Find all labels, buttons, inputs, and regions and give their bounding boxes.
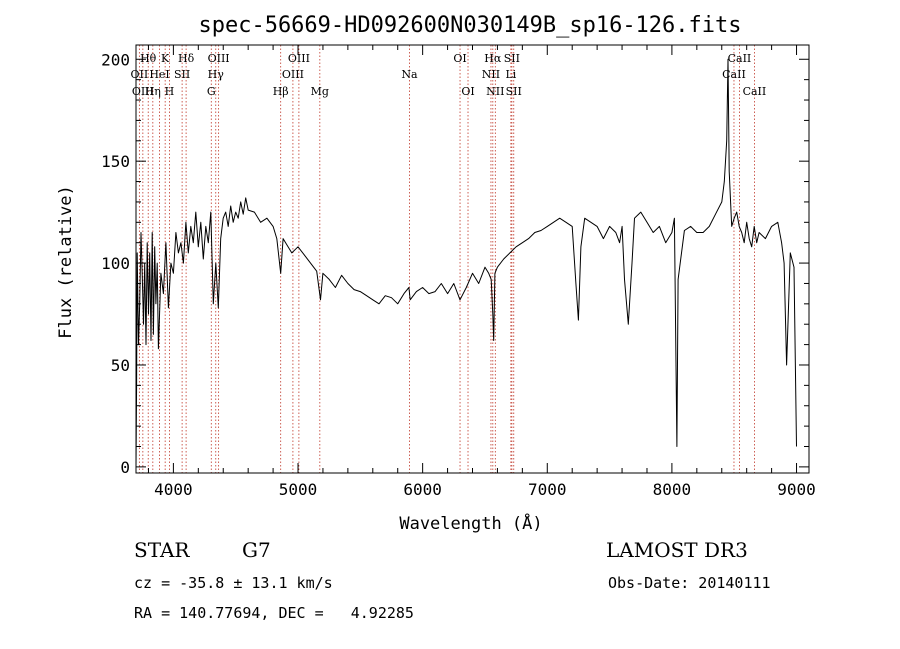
spectral-line-label: OI (461, 85, 474, 98)
spectral-line-label: CaII (743, 85, 767, 98)
spectral-line-label: Hβ (273, 85, 289, 98)
spectral-line-label: OIII (282, 68, 304, 81)
y-axis-label: Flux (relative) (56, 185, 76, 339)
spectral-line-label: SII (504, 52, 520, 65)
object-subclass: G7 (242, 538, 271, 562)
spectral-line-label: Mg (311, 85, 329, 98)
spectral-line-markers (138, 45, 755, 473)
x-tick-label: 7000 (528, 480, 567, 499)
spectral-line-label: CaII (728, 52, 752, 65)
spectral-line-label: CaII (722, 68, 746, 81)
spectral-line-labels: Hθ OII OIII K HeI Hη Hδ SII H OIII Hγ G Hβ OIII OIII Mg… (131, 52, 767, 98)
spectrum-series (135, 58, 797, 467)
x-tick-label: 8000 (653, 480, 692, 499)
y-tick-label: 150 (101, 152, 130, 171)
spectral-line-label: NII (482, 68, 500, 81)
y-tick-label: 100 (101, 254, 130, 273)
spectral-line-label: G (207, 85, 216, 98)
spectral-line-label: OIII (208, 52, 230, 65)
spectral-line-label: OI (453, 52, 466, 65)
spectrum-line (135, 58, 797, 467)
spectral-line-label: Hη (145, 85, 161, 98)
spectral-line-label: Li (505, 68, 516, 81)
redshift-readout: cz = -35.8 ± 13.1 km/s (134, 574, 333, 592)
chart-title: spec-56669-HD092600N030149B_sp16-126.fit… (198, 13, 741, 38)
spectral-line-label: OII (131, 68, 149, 81)
object-class: STAR (134, 538, 190, 562)
spectral-line-label: SII (506, 85, 522, 98)
y-tick-label: 200 (101, 50, 130, 69)
spectral-line-label: K (161, 52, 170, 65)
spectral-line-label: Hα (484, 52, 502, 65)
y-tick-label: 50 (111, 356, 130, 375)
spectral-line-label: Hδ (178, 52, 195, 65)
axis-ticks: 4000 5000 6000 7000 8000 9000 0 50 100 150 200 (101, 45, 816, 499)
y-tick-label: 0 (120, 458, 130, 477)
x-tick-label: 6000 (403, 480, 442, 499)
spectral-line-label: SII (174, 68, 190, 81)
x-axis-label: Wavelength (Å) (399, 512, 542, 534)
plot-frame (135, 44, 810, 474)
spectral-line-label: HeI (149, 68, 169, 81)
coordinates-readout: RA = 140.77694, DEC = 4.92285 (134, 604, 414, 622)
spectral-line-label: OIII (288, 52, 310, 65)
observation-date: Obs-Date: 20140111 (608, 574, 771, 592)
spectral-line-label: OIII (132, 85, 154, 98)
x-tick-label: 4000 (154, 480, 193, 499)
spectral-line-label: NII (486, 85, 504, 98)
x-tick-label: 5000 (279, 480, 318, 499)
spectral-line-label: Hθ (140, 52, 157, 65)
survey-name: LAMOST DR3 (606, 538, 748, 562)
spectral-line-label: H (165, 85, 175, 98)
spectral-line-label: Na (401, 68, 418, 81)
x-tick-label: 9000 (777, 480, 816, 499)
spectral-line-label: Hγ (208, 68, 225, 81)
